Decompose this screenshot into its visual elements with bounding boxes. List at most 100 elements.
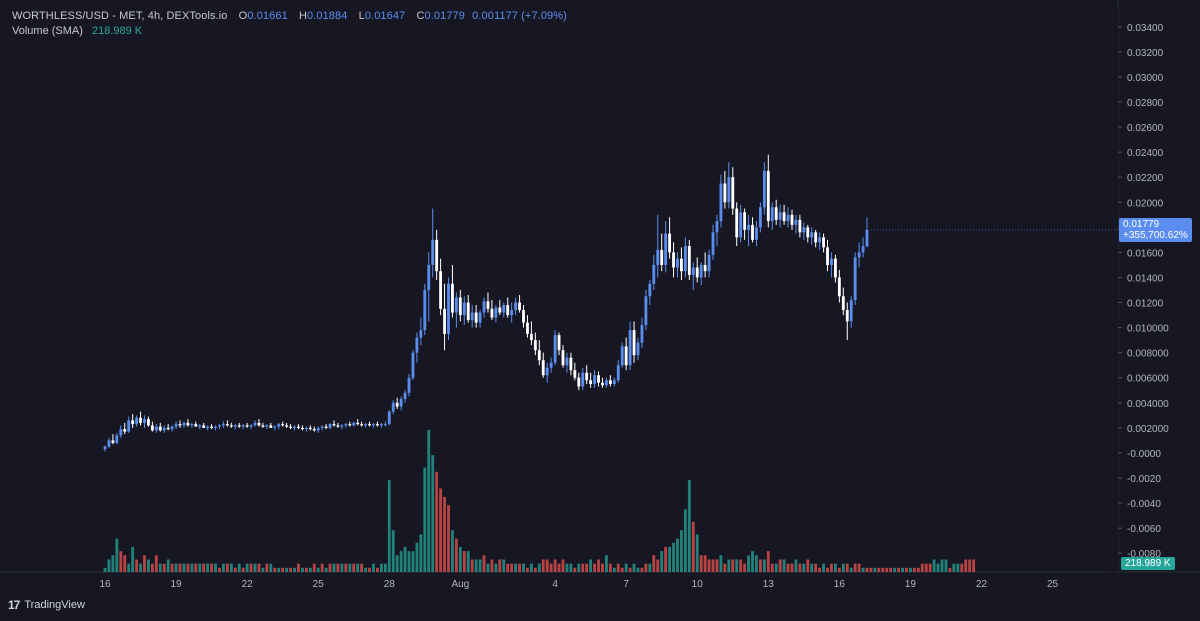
x-tick-label: 25 [1047, 579, 1059, 590]
volume-bar [719, 555, 723, 572]
volume-bar [589, 559, 593, 572]
volume-bar [774, 563, 778, 572]
volume-bar [348, 563, 352, 572]
candle-body [490, 308, 494, 318]
close-value: 0.01779 [424, 10, 465, 22]
volume-bar [233, 567, 237, 572]
candle-body [356, 422, 360, 425]
open-value: 0.01661 [247, 10, 288, 22]
candle-body [289, 426, 292, 428]
candle-body [545, 367, 549, 376]
volume-bar [743, 563, 747, 572]
candle-body [439, 271, 443, 309]
candle-body [857, 252, 861, 258]
volume-bar [889, 567, 893, 572]
candle-body [608, 380, 612, 384]
low-label: L [358, 10, 365, 22]
volume-bar [115, 538, 119, 572]
volume-bar [802, 563, 806, 572]
volume-bar [601, 563, 604, 572]
volume-bar [443, 496, 446, 572]
y-tick-label: -0.0020 [1127, 474, 1161, 485]
candle-body [715, 221, 719, 233]
volume-bar [672, 542, 675, 572]
candle-body [691, 267, 695, 275]
y-tick-label: 0.03000 [1127, 73, 1164, 84]
volume-bar [826, 567, 829, 572]
volume-bar [849, 567, 853, 572]
candle-body [206, 426, 210, 428]
volume-bar [395, 555, 399, 572]
candle-body [841, 296, 845, 311]
volume-bar [277, 567, 281, 572]
volume-bar [312, 563, 316, 572]
volume-bar [253, 563, 257, 572]
candle-body [297, 426, 300, 428]
candle-body [190, 424, 194, 426]
candle-body [739, 212, 743, 238]
candle-body [229, 425, 233, 427]
volume-bar [616, 563, 620, 572]
volume-bar [285, 567, 289, 572]
volume-bar [447, 505, 450, 572]
candle-body [758, 207, 762, 228]
volume-bar [249, 563, 253, 572]
candle-body [620, 346, 624, 366]
y-tick-label: 0.02800 [1127, 98, 1164, 109]
candle-body [743, 212, 747, 230]
volume-bar [439, 488, 443, 572]
x-tick-label: 25 [313, 579, 325, 590]
candle-body [328, 424, 332, 428]
candle-body [135, 417, 139, 425]
volume-bar [376, 567, 379, 572]
volume-bar [518, 563, 521, 572]
volume-bar [147, 559, 150, 572]
candle-body [154, 426, 158, 431]
volume-bar [593, 563, 596, 572]
brand-logo[interactable]: 17 TradingView [8, 598, 85, 612]
candle-body [399, 399, 403, 407]
volume-bar [383, 563, 387, 572]
candle-body [573, 370, 577, 378]
volume-bar [533, 567, 537, 572]
y-tick-label: 0.03200 [1127, 48, 1164, 59]
candle-body [462, 302, 466, 316]
volume-bar [364, 567, 368, 572]
candle-body [624, 346, 628, 366]
volume-bar [711, 559, 715, 572]
candle-body [510, 310, 514, 316]
y-tick-label: -0.0040 [1127, 499, 1161, 510]
candle-body [253, 422, 257, 426]
volume-bar [372, 563, 375, 572]
candle-body [731, 177, 735, 209]
x-tick-label: Aug [451, 579, 469, 590]
volume-bar [537, 563, 541, 572]
candle-body [344, 424, 348, 426]
candle-body [285, 425, 289, 427]
volume-bar [206, 563, 210, 572]
volume-bar [758, 559, 762, 572]
volume-bar [332, 563, 336, 572]
y-tick-label: 0.006000 [1127, 374, 1169, 385]
candle-body [648, 283, 652, 297]
volume-bar [952, 563, 956, 572]
x-tick-label: 13 [763, 579, 775, 590]
candle-body [810, 232, 814, 238]
volume-bar [411, 551, 415, 572]
candle-body [735, 208, 739, 238]
candle-body [143, 419, 146, 423]
y-tick-label: 0.008000 [1127, 349, 1169, 360]
candle-body [166, 427, 170, 430]
candle-body [281, 424, 285, 426]
candle-body [814, 232, 818, 243]
volume-bar [269, 563, 273, 572]
candle-body [451, 283, 454, 313]
volume-bar [498, 559, 502, 572]
candle-body [423, 290, 427, 331]
candle-body [845, 310, 849, 322]
volume-bar [798, 563, 802, 572]
volume-bar [691, 521, 695, 572]
axis-gutter [1110, 8, 1118, 572]
